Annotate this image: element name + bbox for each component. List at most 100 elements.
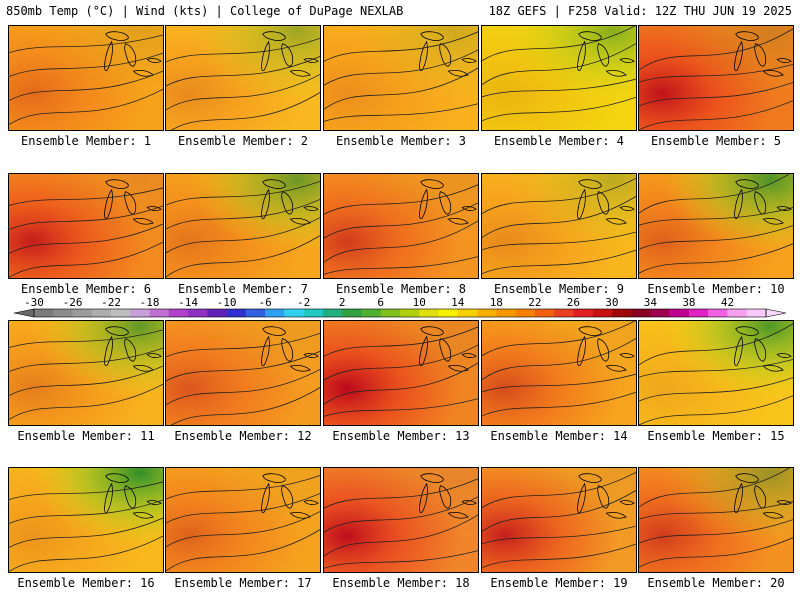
great-lakes-outline <box>261 179 319 225</box>
colorbar-segment <box>708 309 728 317</box>
height-contour <box>9 347 163 372</box>
height-contour <box>482 543 636 569</box>
ensemble-map-panel <box>638 25 794 131</box>
ensemble-member-label: Ensemble Member: 14 <box>490 429 628 443</box>
colorbar-tick-label: -2 <box>297 296 310 309</box>
great-lakes-outline <box>734 326 792 372</box>
colorbar-segment <box>91 309 112 317</box>
height-contour <box>324 398 478 417</box>
colorbar-tick-label: 10 <box>413 296 426 309</box>
height-contour <box>482 471 636 508</box>
height-contour <box>166 37 320 63</box>
height-contour <box>482 177 636 214</box>
colorbar-segment <box>419 309 439 317</box>
height-contour <box>482 78 636 98</box>
height-contour <box>324 550 478 569</box>
height-contour <box>9 34 163 54</box>
height-contour <box>639 64 793 83</box>
height-contour <box>166 511 320 548</box>
height-contour <box>482 490 636 532</box>
great-lakes-outline <box>104 179 162 225</box>
ensemble-map-panel <box>481 467 637 573</box>
great-lakes-outline <box>261 326 319 372</box>
height-contour <box>639 323 793 366</box>
colorbar-tick-label: 26 <box>567 296 580 309</box>
colorbar-segment <box>342 309 362 317</box>
great-lakes-outline <box>261 473 319 519</box>
height-contour <box>9 329 163 349</box>
colorbar-tick-label: -6 <box>259 296 272 309</box>
height-contour <box>324 514 478 557</box>
great-lakes-outline <box>419 473 477 519</box>
ensemble-member-label: Ensemble Member: 20 <box>647 576 785 590</box>
height-contour <box>639 395 793 425</box>
colorbar-max-arrow <box>765 308 787 318</box>
colorbar-segment <box>34 309 54 317</box>
height-contour <box>482 231 636 251</box>
ensemble-member-label: Ensemble Member: 5 <box>650 134 782 148</box>
colorbar-segment <box>188 309 208 317</box>
colorbar-tick-label: 34 <box>644 296 658 309</box>
colorbar-tick-label: 18 <box>490 296 503 309</box>
temperature-map <box>482 26 636 130</box>
header-title: 850mb Temp (°C) | Wind (kts) | College o… <box>6 4 404 18</box>
colorbar-segment <box>554 309 574 317</box>
ensemble-map-panel <box>638 173 794 279</box>
colorbar-segment <box>72 309 93 317</box>
height-contour <box>166 235 320 278</box>
temperature-map <box>482 174 636 278</box>
height-contour <box>639 100 793 130</box>
height-contour <box>324 67 478 110</box>
height-contour <box>639 377 793 402</box>
great-lakes-outline <box>261 31 319 77</box>
height-contour <box>9 70 163 101</box>
great-lakes-outline <box>734 31 792 77</box>
height-contour <box>482 26 636 62</box>
colorbar-segment <box>496 309 516 317</box>
colorbar-segment <box>322 309 343 317</box>
ensemble-map-panel <box>323 467 479 573</box>
colorbar-segment <box>746 309 767 317</box>
height-contour <box>9 499 163 524</box>
colorbar-segment <box>727 309 748 317</box>
temperature-colorbar: -30 -26 -22 -18 -14 -10 -6 -2 2 6 10 14 18 22 26 30 34 38… <box>0 296 800 320</box>
ensemble-map-panel <box>323 320 479 426</box>
colorbar-tick-label: 42 <box>721 296 734 309</box>
height-contour <box>324 202 478 239</box>
height-contour <box>171 92 320 130</box>
great-lakes-outline <box>419 179 477 225</box>
height-contour <box>482 525 636 545</box>
colorbar-segment <box>284 309 304 317</box>
ensemble-member-label: Ensemble Member: 8 <box>335 282 467 296</box>
height-contour <box>639 519 793 544</box>
height-contour <box>639 537 793 568</box>
colorbar-segment <box>400 309 420 317</box>
height-contour <box>166 351 320 382</box>
height-contour <box>166 332 320 358</box>
ensemble-member-label: Ensemble Member: 2 <box>177 134 309 148</box>
height-contour <box>482 391 636 417</box>
ensemble-member-label: Ensemble Member: 18 <box>332 576 470 590</box>
height-contour <box>9 241 163 278</box>
ensemble-map-panel <box>481 25 637 131</box>
temperature-map <box>166 321 320 425</box>
height-contour <box>9 205 163 230</box>
height-contour <box>482 373 636 393</box>
height-contour <box>482 249 636 275</box>
great-lakes-outline <box>577 31 635 77</box>
ensemble-member-label: Ensemble Member: 11 <box>17 429 155 443</box>
height-contour <box>324 344 478 381</box>
colorbar-segment <box>111 309 131 317</box>
ensemble-member-label: Ensemble Member: 17 <box>174 576 312 590</box>
temperature-map <box>639 26 793 130</box>
ensemble-member-label: Ensemble Member: 9 <box>493 282 625 296</box>
height-contour <box>324 478 478 509</box>
ensemble-member-label: Ensemble Member: 15 <box>647 429 785 443</box>
height-contour <box>166 369 320 406</box>
temperature-map <box>166 26 320 130</box>
ensemble-map-panel <box>165 173 321 279</box>
colorbar-tick-label: 2 <box>339 296 346 309</box>
height-contour <box>639 225 793 250</box>
height-contour <box>9 88 163 125</box>
temperature-map <box>639 174 793 278</box>
